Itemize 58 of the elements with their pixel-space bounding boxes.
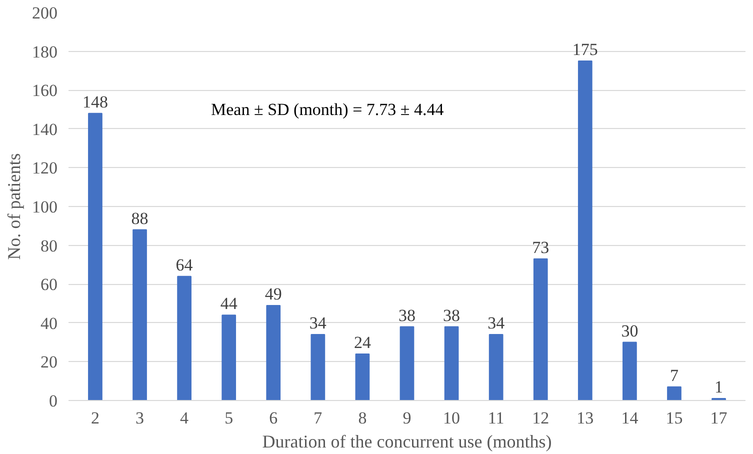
y-tick-label: 180 xyxy=(32,42,58,62)
x-tick-label: 3 xyxy=(136,408,144,428)
data-label: 30 xyxy=(621,321,638,340)
y-tick-label: 20 xyxy=(40,352,58,372)
y-tick-label: 100 xyxy=(32,198,58,216)
data-label: 64 xyxy=(176,255,194,274)
bar xyxy=(266,304,281,400)
bar xyxy=(222,314,236,400)
data-label: 34 xyxy=(309,314,327,333)
x-tick-label: 6 xyxy=(269,408,278,428)
x-tick-label: 5 xyxy=(224,408,234,428)
data-label: 88 xyxy=(131,208,148,228)
bar xyxy=(667,386,682,400)
y-tick-label: 120 xyxy=(32,158,58,178)
data-label: 1 xyxy=(714,378,724,397)
bar xyxy=(578,60,592,400)
x-tick-label: 10 xyxy=(443,408,460,428)
bar xyxy=(310,334,326,400)
data-label: 148 xyxy=(82,92,108,112)
data-label: 34 xyxy=(488,314,506,333)
x-tick-label: 15 xyxy=(666,408,683,428)
x-axis-title: Duration of the concurrent use (months) xyxy=(262,432,552,452)
x-tick-label: 4 xyxy=(180,408,190,428)
y-tick-label: 140 xyxy=(32,120,58,139)
x-tick-label: 14 xyxy=(621,408,639,428)
data-label: 38 xyxy=(398,306,416,325)
x-tick-label: 2 xyxy=(90,408,100,428)
data-label: 175 xyxy=(572,40,598,59)
x-tick-label: 8 xyxy=(358,408,367,428)
bar xyxy=(132,229,147,400)
data-label: 44 xyxy=(220,294,238,314)
y-tick-label: 0 xyxy=(49,392,58,410)
data-label: 7 xyxy=(670,366,679,385)
data-label: 49 xyxy=(264,284,282,304)
data-label: 24 xyxy=(354,332,372,352)
y-tick-label: 160 xyxy=(32,81,58,100)
x-tick-label: 11 xyxy=(488,408,504,428)
x-tick-label: 17 xyxy=(710,408,728,428)
annotation: Mean ± SD (month) = 7.73 ± 4.44 xyxy=(211,100,444,120)
data-label: 38 xyxy=(443,306,460,325)
data-label: 73 xyxy=(532,238,550,257)
x-tick-label: 12 xyxy=(532,408,550,428)
bar xyxy=(355,353,370,400)
x-tick-label: 13 xyxy=(576,408,594,428)
x-tick-label: 7 xyxy=(314,408,323,428)
bar xyxy=(622,342,637,400)
y-tick-label: 40 xyxy=(40,314,58,333)
bar xyxy=(400,326,414,400)
y-tick-label: 60 xyxy=(40,275,58,294)
y-tick-label: 80 xyxy=(40,236,58,256)
y-tick-label: 200 xyxy=(32,4,58,22)
bar xyxy=(533,258,548,400)
x-tick-label: 9 xyxy=(402,408,412,428)
y-axis-title: No. of patients xyxy=(4,153,24,260)
bar xyxy=(444,326,459,400)
bar xyxy=(88,112,102,400)
bar xyxy=(488,334,504,400)
bar xyxy=(177,276,192,400)
